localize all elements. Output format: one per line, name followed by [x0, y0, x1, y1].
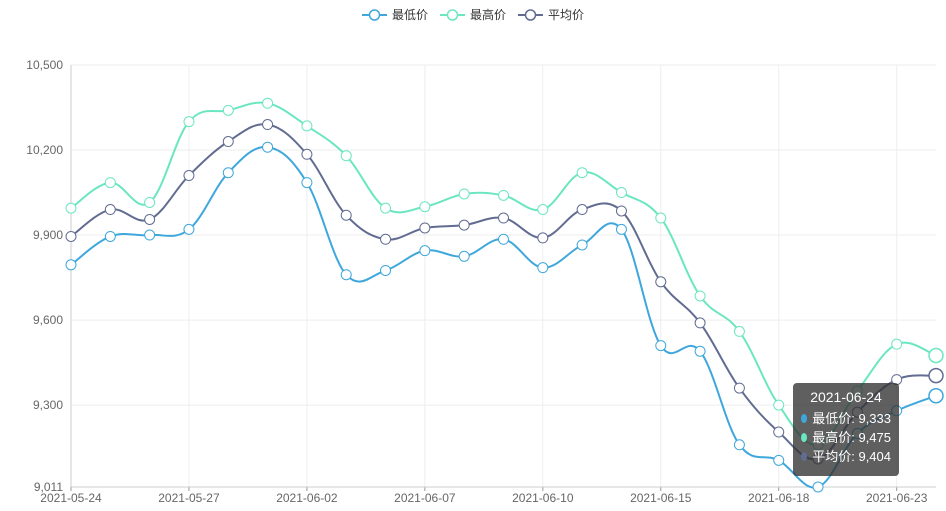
data-point [537, 262, 549, 274]
legend-label: 最高价 [469, 8, 506, 22]
data-point [458, 188, 470, 200]
grid-lines [71, 64, 936, 487]
data-point [144, 229, 156, 241]
data-point [65, 259, 77, 271]
data-point [301, 120, 313, 132]
data-point [144, 196, 156, 208]
data-point [222, 167, 234, 179]
tooltip-row-high: 最高价: 9,475 [801, 428, 891, 447]
y-tick-label: 9,300 [33, 398, 63, 412]
data-point [301, 148, 313, 160]
legend-item-low[interactable]: 最低价 [361, 6, 428, 23]
legend-line-circle-icon [439, 8, 465, 21]
data-point [694, 290, 706, 302]
data-point [655, 276, 667, 288]
tooltip-value: 最低价: 9,333 [812, 411, 891, 426]
data-point [301, 177, 313, 189]
data-point [262, 141, 274, 153]
axes: 9,011 9,300 9,600 9,900 10,200 10,500 2021-05-… [26, 58, 936, 505]
data-point [380, 264, 392, 276]
tooltip-dot-icon [801, 414, 808, 423]
x-tick-label: 2021-06-07 [394, 491, 456, 505]
data-point [380, 233, 392, 245]
data-point [183, 116, 195, 128]
x-tick-label: 2021-06-02 [276, 491, 338, 505]
data-point [65, 202, 77, 214]
data-point [891, 338, 903, 350]
data-point [340, 269, 352, 281]
data-point [262, 119, 274, 131]
data-point [498, 189, 509, 201]
legend-label: 平均价 [548, 8, 585, 22]
data-point [458, 250, 470, 262]
legend-line-circle-icon [361, 8, 387, 21]
data-point [694, 317, 706, 329]
legend-item-avg[interactable]: 平均价 [518, 6, 584, 23]
data-point [340, 209, 352, 221]
data-point [458, 219, 470, 231]
data-point [537, 232, 549, 244]
data-point [340, 150, 352, 162]
data-point [104, 204, 116, 216]
tooltip-value: 最高价: 9,475 [812, 430, 891, 445]
data-point [498, 233, 509, 245]
x-tick-label: 2021-06-23 [866, 491, 928, 505]
data-point [222, 104, 234, 116]
data-point [928, 367, 944, 384]
legend: 最低价 最高价 平均价 [0, 6, 946, 23]
tooltip-dot-icon [801, 452, 808, 461]
x-tick-label: 2021-05-27 [158, 491, 220, 505]
data-point [928, 387, 944, 404]
data-point [733, 439, 745, 451]
data-point [615, 205, 627, 217]
x-tick-label: 2021-06-10 [512, 491, 574, 505]
data-point [537, 204, 549, 216]
legend-line-circle-icon [518, 8, 543, 21]
data-point [576, 204, 588, 216]
data-point [773, 454, 785, 466]
x-tick-label: 2021-06-15 [630, 491, 692, 505]
y-tick-label: 9,600 [33, 313, 63, 327]
data-point [812, 481, 824, 493]
data-point [104, 177, 116, 189]
data-point [419, 222, 431, 234]
data-point [576, 167, 588, 179]
data-point [615, 223, 627, 235]
data-point [928, 347, 944, 364]
tooltip-row-avg: 平均价: 9,404 [801, 447, 891, 466]
data-point [419, 201, 431, 213]
data-point [733, 382, 745, 394]
x-tick-label: 2021-06-18 [748, 491, 810, 505]
tooltip-date: 2021-06-24 [810, 389, 882, 405]
y-tick-label: 10,500 [26, 58, 63, 72]
data-point [183, 223, 195, 235]
data-point [222, 136, 234, 148]
data-point [419, 245, 431, 257]
tooltip-row-low: 最低价: 9,333 [801, 409, 891, 428]
data-point [104, 230, 116, 242]
y-tick-label: 9,900 [33, 228, 63, 242]
data-point [183, 170, 195, 182]
data-point [576, 239, 588, 251]
data-point [65, 230, 77, 242]
legend-item-high[interactable]: 最高价 [439, 6, 506, 23]
y-tick-label: 9,011 [34, 480, 63, 494]
tooltip-dot-icon [801, 433, 808, 442]
data-point [655, 212, 667, 224]
data-point [733, 325, 745, 337]
data-point [773, 426, 785, 438]
x-tick-label: 2021-05-24 [40, 491, 102, 505]
legend-label: 最低价 [391, 8, 428, 22]
data-point [262, 97, 274, 109]
data-point [615, 187, 627, 199]
data-point [655, 340, 667, 352]
tooltip: 2021-06-24 最低价: 9,333 最高价: 9,475 平均价: 9,… [793, 383, 899, 476]
data-point [380, 202, 392, 214]
data-point [694, 345, 706, 357]
y-tick-label: 10,200 [26, 143, 63, 157]
tooltip-value: 平均价: 9,404 [812, 449, 891, 464]
data-point [144, 213, 156, 225]
data-point [773, 399, 785, 411]
data-point [498, 212, 509, 224]
